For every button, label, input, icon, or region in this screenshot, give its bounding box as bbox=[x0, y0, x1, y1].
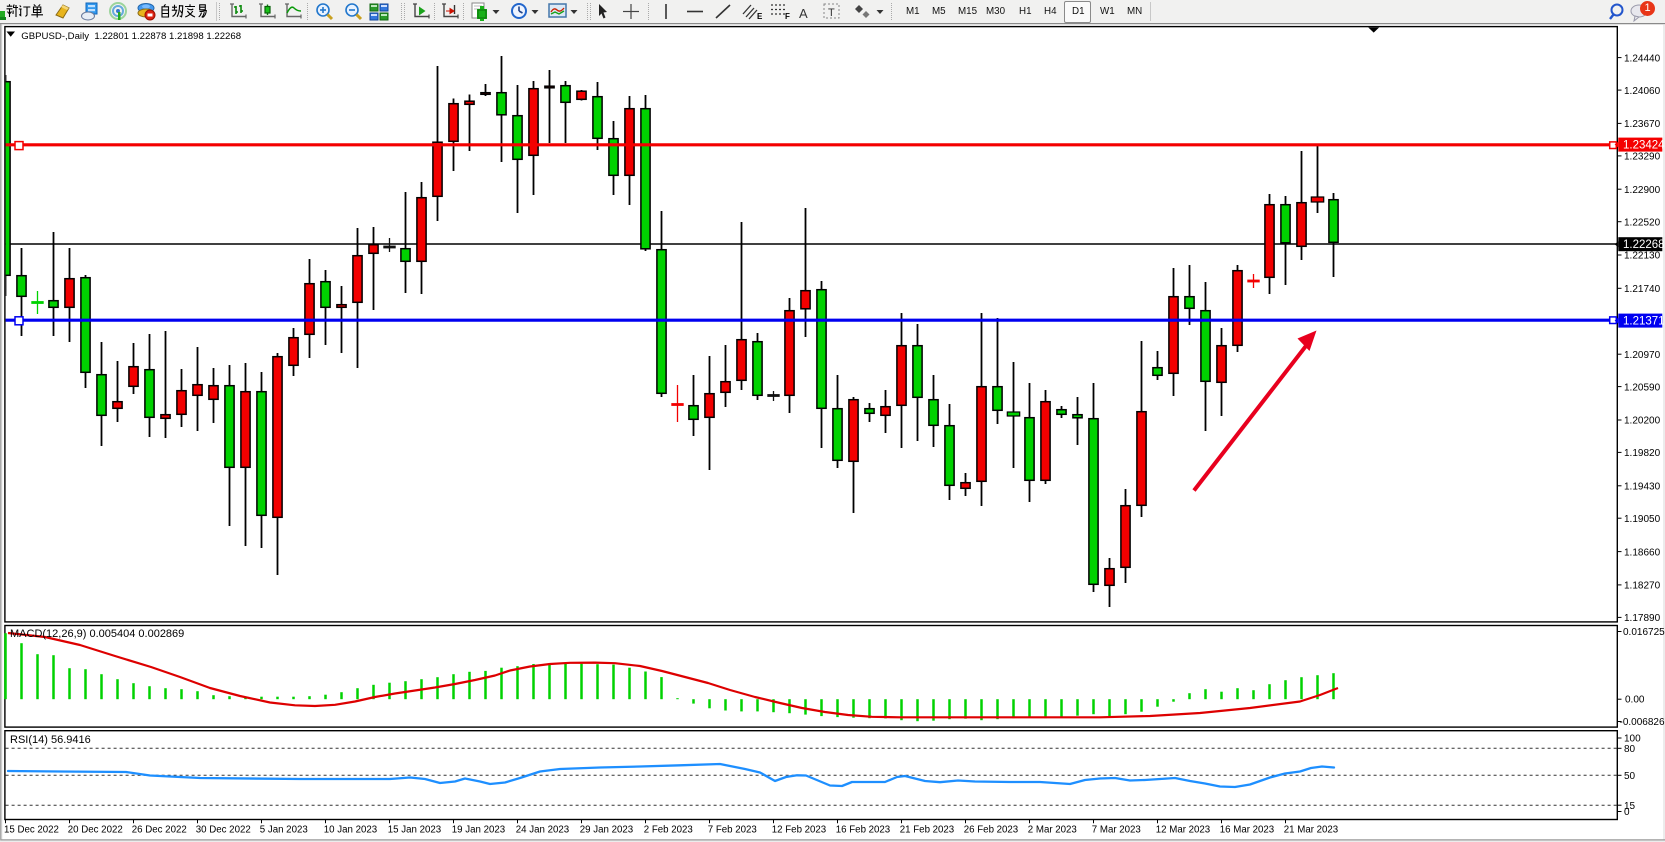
svg-text:7 Feb 2023: 7 Feb 2023 bbox=[708, 824, 757, 835]
svg-text:1.20200: 1.20200 bbox=[1624, 416, 1661, 427]
svg-text:15 Jan 2023: 15 Jan 2023 bbox=[388, 824, 441, 835]
svg-text:26 Dec 2022: 26 Dec 2022 bbox=[132, 824, 187, 835]
svg-text:50: 50 bbox=[1624, 771, 1636, 782]
svg-text:24 Jan 2023: 24 Jan 2023 bbox=[516, 824, 569, 835]
svg-text:2 Feb 2023: 2 Feb 2023 bbox=[644, 824, 693, 835]
svg-text:1.20970: 1.20970 bbox=[1624, 350, 1661, 361]
svg-text:1.24060: 1.24060 bbox=[1624, 86, 1661, 97]
svg-text:15: 15 bbox=[1624, 801, 1636, 812]
svg-text:1.22130: 1.22130 bbox=[1624, 251, 1661, 262]
svg-text:19 Jan 2023: 19 Jan 2023 bbox=[452, 824, 505, 835]
svg-text:1.19430: 1.19430 bbox=[1624, 482, 1661, 493]
svg-text:12 Mar 2023: 12 Mar 2023 bbox=[1156, 824, 1210, 835]
svg-text:0: 0 bbox=[1624, 807, 1630, 818]
svg-text:1.21740: 1.21740 bbox=[1624, 284, 1661, 295]
svg-text:E: E bbox=[757, 12, 763, 21]
svg-text:1.22520: 1.22520 bbox=[1624, 217, 1661, 228]
svg-text:1.22900: 1.22900 bbox=[1624, 185, 1661, 196]
svg-text:7 Mar 2023: 7 Mar 2023 bbox=[1092, 824, 1141, 835]
svg-text:20 Dec 2022: 20 Dec 2022 bbox=[68, 824, 123, 835]
svg-text:21 Feb 2023: 21 Feb 2023 bbox=[900, 824, 954, 835]
svg-text:1.20590: 1.20590 bbox=[1624, 382, 1661, 393]
svg-text:1.23424: 1.23424 bbox=[1623, 140, 1665, 152]
svg-text:0.016725: 0.016725 bbox=[1623, 627, 1665, 638]
svg-text:16 Feb 2023: 16 Feb 2023 bbox=[836, 824, 890, 835]
svg-text:F: F bbox=[785, 12, 790, 21]
svg-text:2 Mar 2023: 2 Mar 2023 bbox=[1028, 824, 1077, 835]
svg-text:30 Dec 2022: 30 Dec 2022 bbox=[196, 824, 251, 835]
svg-text:1.17890: 1.17890 bbox=[1624, 613, 1661, 624]
svg-text:10 Jan 2023: 10 Jan 2023 bbox=[324, 824, 377, 835]
svg-text:1.19050: 1.19050 bbox=[1624, 514, 1661, 525]
svg-text:100: 100 bbox=[1624, 734, 1641, 745]
svg-text:1.23290: 1.23290 bbox=[1624, 152, 1661, 163]
svg-text:-0.006826: -0.006826 bbox=[1620, 717, 1665, 728]
svg-text:T: T bbox=[828, 7, 835, 19]
svg-text:1.19820: 1.19820 bbox=[1624, 448, 1661, 459]
svg-text:1.18660: 1.18660 bbox=[1624, 547, 1661, 558]
svg-text:16 Mar 2023: 16 Mar 2023 bbox=[1220, 824, 1274, 835]
svg-text:1.22268: 1.22268 bbox=[1623, 239, 1665, 251]
svg-text:1.21371: 1.21371 bbox=[1623, 316, 1665, 328]
svg-text:1.23670: 1.23670 bbox=[1624, 119, 1661, 130]
svg-text:GBPUSD-,Daily 1.22801 1.22878: GBPUSD-,Daily 1.22801 1.22878 1.21898 1.… bbox=[21, 31, 241, 42]
svg-text:29 Jan 2023: 29 Jan 2023 bbox=[580, 824, 633, 835]
svg-text:21 Mar 2023: 21 Mar 2023 bbox=[1284, 824, 1338, 835]
svg-text:RSI(14) 56.9416: RSI(14) 56.9416 bbox=[10, 734, 91, 746]
svg-text:15 Dec 2022: 15 Dec 2022 bbox=[4, 824, 59, 835]
svg-text:80: 80 bbox=[1624, 744, 1636, 755]
svg-text:26 Feb 2023: 26 Feb 2023 bbox=[964, 824, 1018, 835]
svg-text:0.00: 0.00 bbox=[1625, 695, 1645, 706]
svg-text:MACD(12,26,9) 0.005404 0.00286: MACD(12,26,9) 0.005404 0.002869 bbox=[10, 628, 184, 640]
svg-text:1.18270: 1.18270 bbox=[1624, 581, 1661, 592]
svg-text:12 Feb 2023: 12 Feb 2023 bbox=[772, 824, 826, 835]
svg-text:1.24440: 1.24440 bbox=[1624, 53, 1661, 64]
svg-text:5 Jan 2023: 5 Jan 2023 bbox=[260, 824, 308, 835]
